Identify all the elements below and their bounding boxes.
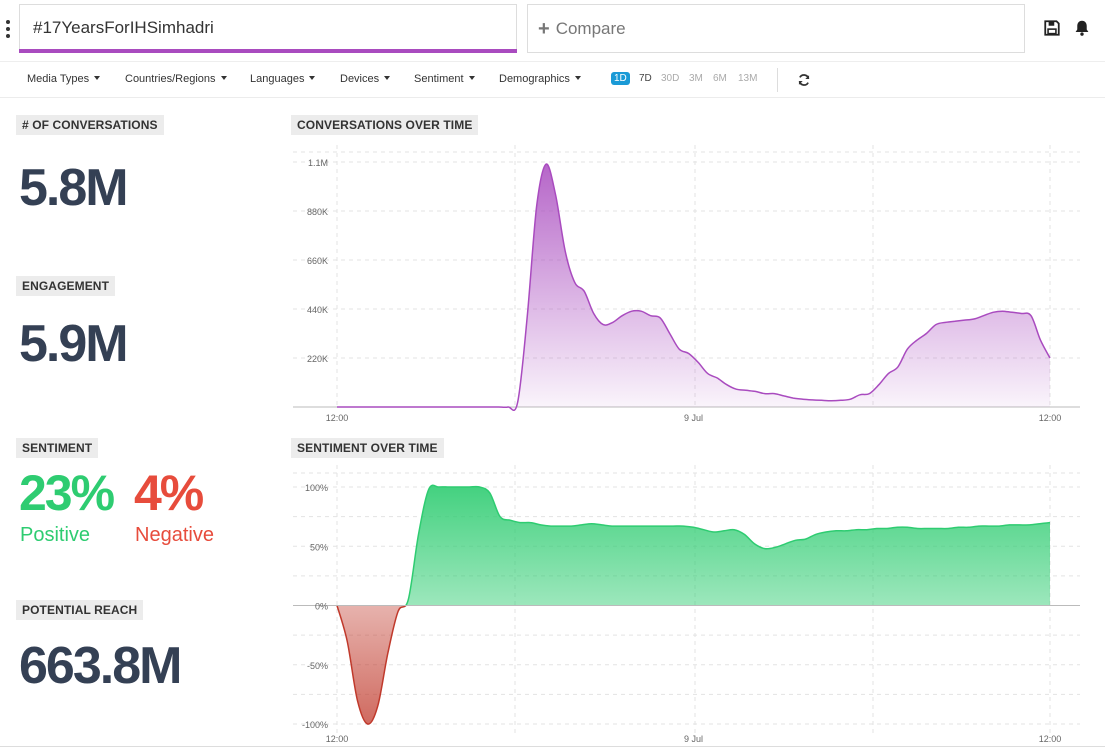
- positive-sentiment-area: [337, 485, 1050, 606]
- y-tick-label: 50%: [310, 542, 328, 552]
- filter-label: Countries/Regions: [125, 73, 216, 85]
- y-tick-label: 440K: [307, 305, 328, 315]
- sentiment-chart-title: SENTIMENT OVER TIME: [291, 438, 444, 458]
- engagement-label: ENGAGEMENT: [16, 276, 116, 296]
- y-tick-label: 880K: [307, 207, 328, 217]
- positive-label: Positive: [20, 524, 91, 546]
- range-13m[interactable]: 13M: [738, 73, 758, 84]
- range-1d[interactable]: 1D: [611, 72, 630, 85]
- negative-percent: 4%: [134, 465, 204, 521]
- filter-label: Sentiment: [414, 73, 464, 85]
- range-6m[interactable]: 6M: [713, 73, 727, 84]
- y-tick-label: 660K: [307, 256, 328, 266]
- caret-down-icon: [468, 76, 475, 80]
- conversations-label: # OF CONVERSATIONS: [16, 115, 164, 135]
- filter-languages[interactable]: Languages: [250, 73, 316, 85]
- reach-value: 663.8M: [19, 637, 182, 695]
- filter-label: Media Types: [27, 73, 90, 85]
- bell-icon[interactable]: [1073, 19, 1091, 37]
- filter-demographics[interactable]: Demographics: [499, 73, 581, 85]
- y-tick-label: 1.1M: [308, 158, 328, 168]
- negative-label: Negative: [135, 524, 214, 546]
- reach-label: POTENTIAL REACH: [16, 600, 144, 620]
- conversations-line: [337, 163, 1051, 412]
- caret-down-icon: [384, 76, 391, 80]
- x-tick-label: 12:00: [1039, 413, 1062, 423]
- range-30d[interactable]: 30D: [661, 73, 680, 84]
- x-tick-label: 9 Jul: [684, 413, 703, 423]
- sentiment-label: SENTIMENT: [16, 438, 99, 458]
- filter-countries-regions[interactable]: Countries/Regions: [125, 73, 227, 85]
- y-tick-label: -100%: [302, 720, 328, 730]
- search-input[interactable]: [20, 5, 516, 51]
- caret-down-icon: [309, 76, 316, 80]
- x-tick-label: 12:00: [326, 734, 349, 744]
- y-tick-label: 0%: [315, 602, 328, 612]
- positive-sentiment-line: [337, 484, 1051, 606]
- caret-down-icon: [94, 76, 101, 80]
- engagement-value: 5.9M: [19, 315, 129, 373]
- x-tick-label: 9 Jul: [684, 734, 703, 744]
- more-options-icon[interactable]: [4, 20, 12, 40]
- bottom-divider: [0, 746, 1105, 747]
- conversations-chart-title: CONVERSATIONS OVER TIME: [291, 115, 479, 135]
- save-icon[interactable]: [1043, 19, 1061, 37]
- divider: [777, 68, 778, 92]
- filter-label: Devices: [340, 73, 380, 85]
- compare-box[interactable]: +: [527, 4, 1025, 53]
- sentiment-chart: 100% 50% 0% -50% -100% 12:00 9 Jul 12:00: [293, 465, 1080, 744]
- filter-label: Languages: [250, 73, 305, 85]
- y-tick-label: 220K: [307, 354, 328, 364]
- filter-label: Demographics: [499, 73, 570, 85]
- search-accent-bar: [19, 49, 517, 53]
- x-tick-label: 12:00: [1039, 734, 1062, 744]
- top-bar: +: [0, 0, 1105, 62]
- conversations-value: 5.8M: [19, 159, 129, 217]
- caret-down-icon: [220, 76, 227, 80]
- y-tick-label: 100%: [305, 483, 328, 493]
- range-7d[interactable]: 7D: [639, 73, 652, 84]
- x-tick-label: 12:00: [326, 413, 349, 423]
- conversations-area: [337, 164, 1050, 411]
- filter-bar: Media Types Countries/Regions Languages …: [0, 62, 1105, 98]
- plus-icon: +: [538, 17, 550, 40]
- filter-media-types[interactable]: Media Types: [27, 73, 101, 85]
- filter-sentiment[interactable]: Sentiment: [414, 73, 475, 85]
- search-box[interactable]: [19, 4, 517, 53]
- compare-input[interactable]: [555, 8, 996, 49]
- positive-percent: 23%: [19, 465, 115, 521]
- filter-devices[interactable]: Devices: [340, 73, 391, 85]
- range-3m[interactable]: 3M: [689, 73, 703, 84]
- y-tick-label: -50%: [307, 661, 328, 671]
- refresh-icon[interactable]: [797, 73, 811, 87]
- caret-down-icon: [574, 76, 581, 80]
- conversations-chart: 1.1M 880K 660K 440K 220K 12:00 9 Jul 12:00: [293, 145, 1080, 423]
